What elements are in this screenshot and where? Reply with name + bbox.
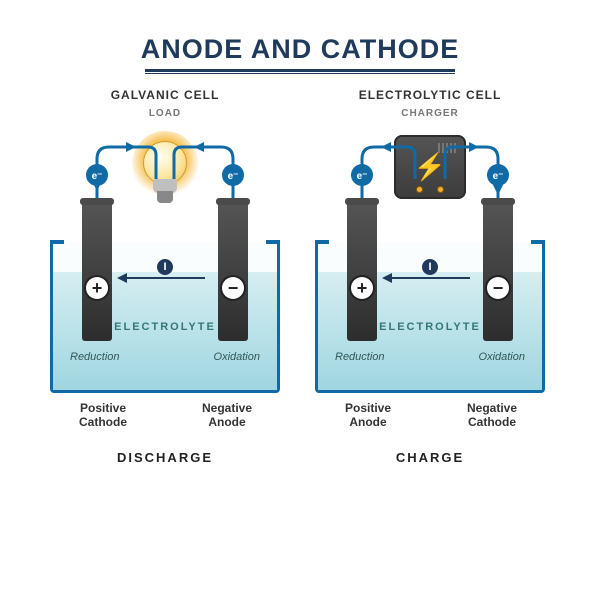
electrolyte-label: ELECTROLYTE: [295, 321, 565, 333]
charge-label: CHARGE: [295, 450, 565, 465]
discharge-label: DISCHARGE: [30, 450, 300, 465]
galvanic-right-polarity: Negative Anode: [182, 401, 272, 430]
electrolytic-heading: ELECTROLYTIC CELL: [295, 88, 565, 102]
electrolytic-left-polarity: Positive Anode: [323, 401, 413, 430]
minus-sign: −: [222, 277, 244, 299]
plus-sign: +: [351, 277, 373, 299]
infographic-canvas: ANODE AND CATHODE GALVANIC CELL LOAD: [0, 0, 600, 600]
reduction-label: Reduction: [70, 351, 120, 363]
electron-symbol: e⁻: [493, 171, 504, 182]
oxidation-label: Oxidation: [214, 351, 260, 363]
electrolytic-negative-electrode: −: [483, 201, 513, 341]
electrolytic-positive-electrode: +: [347, 201, 377, 341]
galvanic-cell: GALVANIC CELL LOAD: [30, 88, 300, 453]
current-arrow: [125, 277, 205, 279]
current-arrow: [390, 277, 470, 279]
electrolytic-cell-body: ⚡ e⁻ e⁻: [295, 123, 565, 453]
galvanic-left-polarity: Positive Cathode: [58, 401, 148, 430]
page-title: ANODE AND CATHODE: [0, 0, 600, 65]
galvanic-positive-electrode: +: [82, 201, 112, 341]
electron-symbol: e⁻: [92, 171, 103, 182]
galvanic-cell-body: e⁻ e⁻ + − ELECTROLYTE Reduction Oxidatio…: [30, 123, 300, 453]
electrolytic-right-polarity: Negative Cathode: [447, 401, 537, 430]
load-label: LOAD: [30, 108, 300, 119]
minus-sign: −: [487, 277, 509, 299]
electron-symbol: e⁻: [228, 171, 239, 182]
electrolyte-label: ELECTROLYTE: [30, 321, 300, 333]
plus-sign: +: [86, 277, 108, 299]
title-underline: [145, 69, 455, 74]
charger-label: CHARGER: [295, 108, 565, 119]
galvanic-negative-electrode: −: [218, 201, 248, 341]
electrolytic-cell: ELECTROLYTIC CELL CHARGER ⚡: [295, 88, 565, 453]
oxidation-label: Oxidation: [479, 351, 525, 363]
galvanic-heading: GALVANIC CELL: [30, 88, 300, 102]
electron-symbol: e⁻: [357, 171, 368, 182]
reduction-label: Reduction: [335, 351, 385, 363]
